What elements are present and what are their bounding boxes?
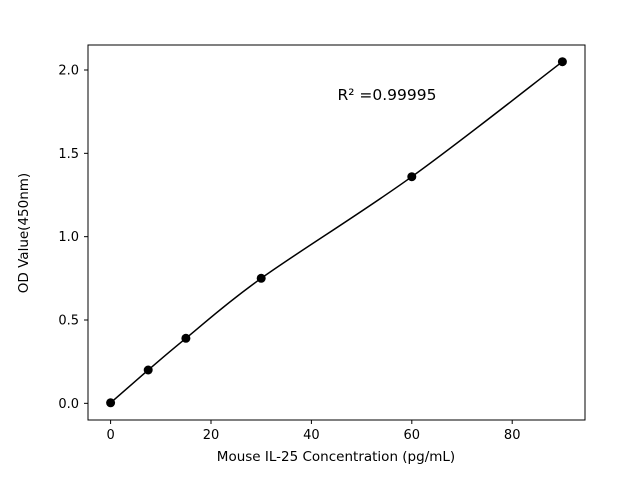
plot-border <box>87 44 586 421</box>
y-axis-label: OD Value(450nm) <box>16 173 32 293</box>
fit-line <box>109 60 564 404</box>
x-tick-label: 80 <box>504 428 521 443</box>
chart-geometry: 0 20 40 60 80 0.0 0.5 1.0 1.5 2.0 <box>58 44 586 443</box>
y-tick-label: 0.0 <box>58 397 79 412</box>
data-point <box>106 398 116 408</box>
y-tick-label: 1.0 <box>58 230 79 245</box>
r-squared-annotation: R² =0.99995 <box>338 86 437 104</box>
data-point <box>557 57 567 67</box>
data-point <box>407 172 417 182</box>
x-axis-label: Mouse IL-25 Concentration (pg/mL) <box>217 449 455 465</box>
x-tick-label: 60 <box>404 428 421 443</box>
x-tick-label: 0 <box>106 428 114 443</box>
x-tick-label: 20 <box>203 428 220 443</box>
x-tick-label: 40 <box>303 428 320 443</box>
y-tick-label: 0.5 <box>58 314 79 329</box>
data-point <box>256 273 266 283</box>
data-point <box>143 365 153 375</box>
y-tick-label: 1.5 <box>58 147 79 162</box>
y-tick-label: 2.0 <box>58 64 79 79</box>
data-point <box>181 333 191 343</box>
